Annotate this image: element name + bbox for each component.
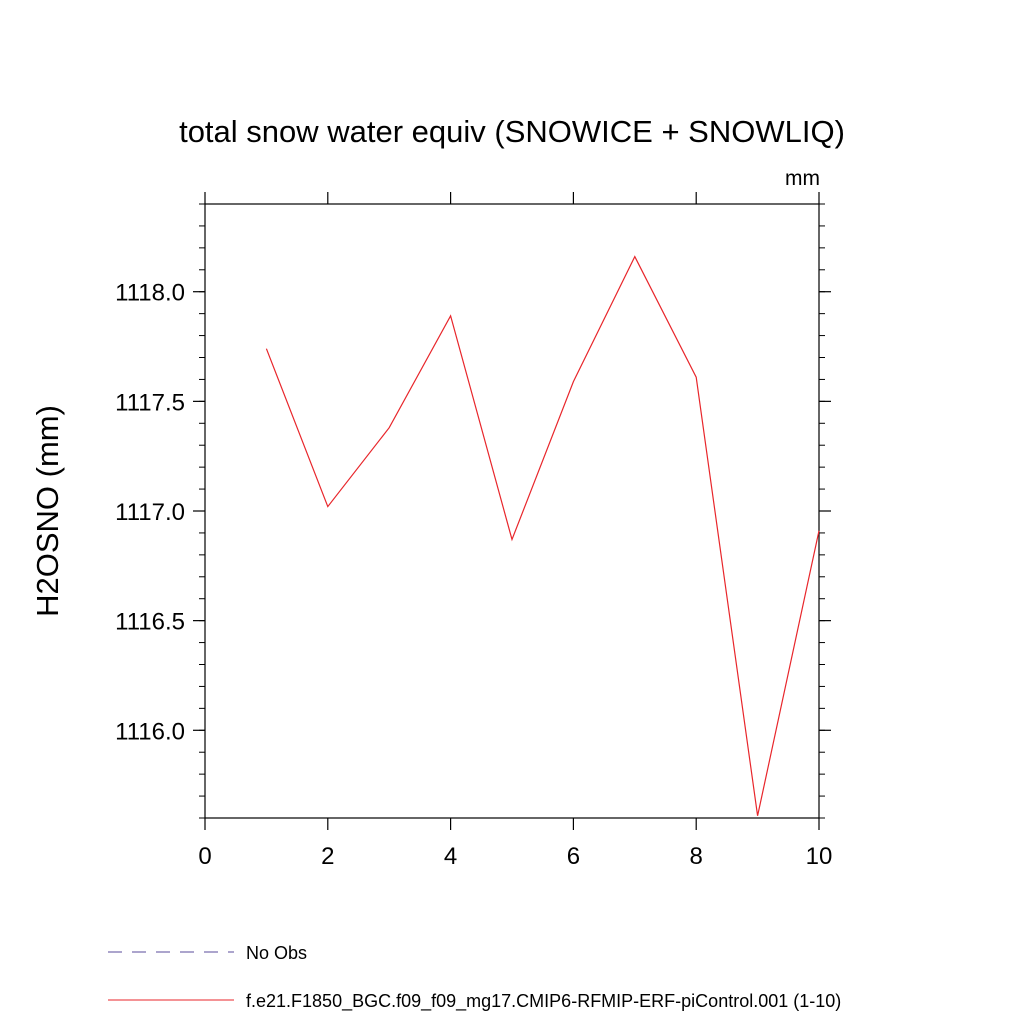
- chart-title: total snow water equiv (SNOWICE + SNOWLI…: [179, 114, 845, 149]
- series-group: [265, 255, 820, 816]
- x-tick-label: 6: [567, 843, 580, 870]
- chart-units: mm: [785, 167, 820, 190]
- x-tick-label: 8: [690, 843, 703, 870]
- legend: No Obs f.e21.F1850_BGC.f09_f09_mg17.CMIP6…: [108, 943, 841, 1012]
- y-tick-label: 1116.5: [115, 609, 185, 636]
- y-tick-label: 1117.5: [115, 389, 185, 416]
- series-line: [265, 255, 820, 816]
- y-tick-label: 1116.0: [115, 718, 185, 745]
- legend-label: f.e21.F1850_BGC.f09_f09_mg17.CMIP6-RFMIP…: [246, 991, 841, 1012]
- y-tick-label: 1118.0: [115, 280, 185, 307]
- x-tick-label: 2: [321, 843, 334, 870]
- x-tick-label: 0: [198, 843, 211, 870]
- y-tick-label: 1117.0: [115, 499, 185, 526]
- legend-label: No Obs: [246, 943, 307, 963]
- x-tick-label: 4: [444, 843, 457, 870]
- tick-labels: 0 2 4 6 8 10 1116.0 1116.5 1117.0 1117.5 1118.0: [115, 280, 832, 870]
- y-axis-label: H2OSNO (mm): [30, 405, 65, 617]
- axis-ticks: [193, 192, 831, 830]
- x-tick-label: 10: [806, 843, 833, 870]
- plot-frame: [204, 203, 820, 819]
